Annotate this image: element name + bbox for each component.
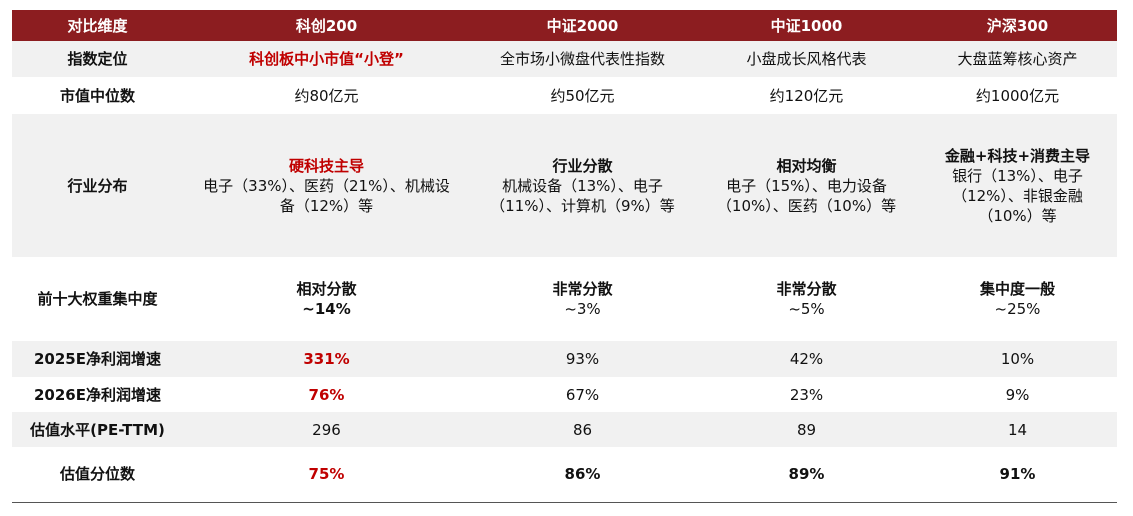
cell: 10% [918,341,1117,377]
header-csi2000: 中证2000 [470,10,695,41]
cell: 大盘蓝筹核心资产 [918,41,1117,77]
cell: 331% [183,341,470,377]
table-row: 估值水平(PE-TTM) 296 86 89 14 [12,412,1117,447]
cell-title: 非常分散 [776,280,837,298]
cell: 93% [470,341,695,377]
cell: 约1000亿元 [975,86,1060,105]
header-csi1000: 中证1000 [695,10,918,41]
cell: 67% [565,385,600,404]
cell: 76% [308,385,345,404]
row-label: 市值中位数 [59,86,135,105]
cell: 小盘成长风格代表 [695,41,918,77]
cell-title: 行业分散 [552,156,613,175]
cell: 非常分散 ~5% [695,257,918,341]
cell: 89% [695,447,918,503]
cell-title: 相对分散 [296,280,357,298]
cell: 14 [918,412,1117,447]
cell: 行业分散 机械设备（13%）、电子（11%）、计算机（9%）等 [470,114,695,257]
header-dimension: 对比维度 [12,10,183,41]
cell-body: 银行（13%）、电子（12%）、非银金融（10%）等 [952,166,1083,225]
cell: 全市场小微盘代表性指数 [470,41,695,77]
cell-body: ~3% [564,300,601,318]
cell: 86 [470,412,695,447]
table-row: 2025E净利润增速 331% 93% 42% 10% [12,341,1117,377]
table-row: 行业分布 硬科技主导 电子（33%）、医药（21%）、机械设备（12%）等 行业分… [12,114,1117,257]
row-label: 估值分位数 [12,447,183,503]
cell-title: 硬科技主导 [288,156,364,175]
table-row: 市值中位数 约80亿元 约50亿元 约120亿元 约1000亿元 [12,77,1117,114]
cell: 约120亿元 [769,86,844,105]
cell-body: ~5% [788,300,825,318]
cell-title: 相对均衡 [776,156,837,175]
cell: 硬科技主导 电子（33%）、医药（21%）、机械设备（12%）等 [183,114,470,257]
cell-body: 电子（33%）、医药（21%）、机械设备（12%）等 [203,176,450,215]
cell: 296 [183,412,470,447]
cell: 9% [1005,385,1030,404]
row-label: 2025E净利润增速 [12,341,183,377]
cell-title: 非常分散 [552,280,613,298]
cell-title: 金融+科技+消费主导 [944,146,1091,165]
cell: 约50亿元 [550,86,615,105]
cell: 91% [918,447,1117,503]
cell: 金融+科技+消费主导 银行（13%）、电子（12%）、非银金融（10%）等 [918,114,1117,257]
table-row: 2026E净利润增速 76% 67% 23% 9% [12,377,1117,412]
cell-body: ~14% [302,300,351,318]
cell: 非常分散 ~3% [470,257,695,341]
cell-body: ~25% [994,300,1041,318]
cell: 约80亿元 [294,86,359,105]
cell: 86% [470,447,695,503]
cell: 集中度一般 ~25% [918,257,1117,341]
cell: 89 [695,412,918,447]
cell: 相对分散 ~14% [183,257,470,341]
row-label: 行业分布 [12,114,183,257]
cell: 相对均衡 电子（15%）、电力设备（10%）、医药（10%）等 [695,114,918,257]
table-row: 前十大权重集中度 相对分散 ~14% 非常分散 ~3% 非常分散 ~5% 集中度一般 ~… [12,257,1117,341]
header-star200: 科创200 [183,10,470,41]
cell-body: 机械设备（13%）、电子（11%）、计算机（9%）等 [490,176,675,215]
cell-title: 集中度一般 [979,280,1055,298]
row-label: 前十大权重集中度 [37,290,158,308]
index-comparison-table: 对比维度 科创200 中证2000 中证1000 沪深300 指数定位 科创板中… [12,10,1117,503]
cell: 23% [789,385,824,404]
header-row: 对比维度 科创200 中证2000 中证1000 沪深300 [12,10,1117,41]
table-row: 估值分位数 75% 86% 89% 91% [12,447,1117,503]
row-label: 2026E净利润增速 [34,385,161,404]
cell-body: 电子（15%）、电力设备（10%）、医药（10%）等 [716,176,897,215]
row-label: 指数定位 [12,41,183,77]
cell: 75% [183,447,470,503]
header-csi300: 沪深300 [918,10,1117,41]
cell: 科创板中小市值“小登” [183,41,470,77]
table-row: 指数定位 科创板中小市值“小登” 全市场小微盘代表性指数 小盘成长风格代表 大盘… [12,41,1117,77]
cell: 42% [695,341,918,377]
row-label: 估值水平(PE-TTM) [12,412,183,447]
